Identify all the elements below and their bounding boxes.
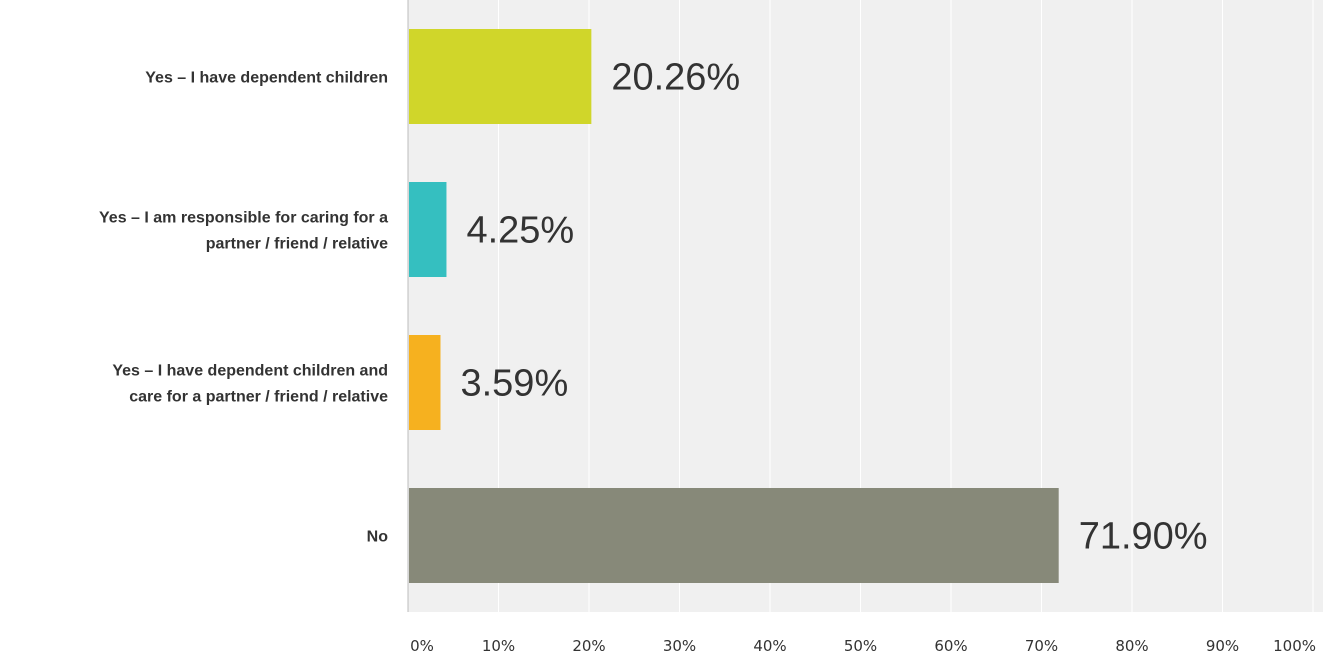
x-tick-label: 60% bbox=[934, 637, 967, 655]
bar-value-label: 4.25% bbox=[466, 210, 574, 252]
bar-value-label: 20.26% bbox=[611, 57, 740, 99]
bar bbox=[409, 29, 592, 124]
bar-value-label: 3.59% bbox=[460, 363, 568, 405]
x-tick-label: 90% bbox=[1206, 637, 1239, 655]
x-tick-label: 50% bbox=[844, 637, 877, 655]
category-label: care for a partner / friend / relative bbox=[129, 389, 388, 406]
bar-value-label: 71.90% bbox=[1079, 516, 1208, 558]
category-label: Yes – I am responsible for caring for a bbox=[99, 210, 388, 227]
category-label: No bbox=[367, 529, 389, 546]
bar bbox=[409, 335, 441, 430]
x-tick-label: 0% bbox=[410, 637, 434, 655]
category-label: partner / friend / relative bbox=[206, 236, 388, 253]
x-tick-label: 20% bbox=[572, 637, 605, 655]
x-tick-label: 40% bbox=[753, 637, 786, 655]
category-label: Yes – I have dependent children and bbox=[112, 363, 388, 380]
x-tick-label: 100% bbox=[1273, 637, 1316, 655]
x-tick-label: 80% bbox=[1115, 637, 1148, 655]
bar bbox=[409, 182, 447, 277]
x-tick-label: 30% bbox=[663, 637, 696, 655]
x-tick-label: 70% bbox=[1025, 637, 1058, 655]
bar bbox=[409, 488, 1059, 583]
category-label: Yes – I have dependent children bbox=[145, 70, 388, 87]
x-tick-label: 10% bbox=[482, 637, 515, 655]
